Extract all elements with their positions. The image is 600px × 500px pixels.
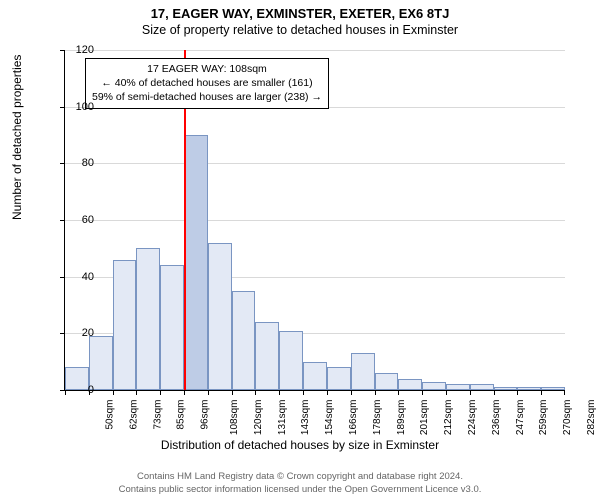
histogram-bar	[113, 260, 137, 390]
histogram-bar	[422, 382, 446, 391]
ytick-label: 60	[64, 214, 94, 226]
xtick-label: 247sqm	[515, 400, 526, 436]
ytick-label: 100	[64, 101, 94, 113]
y-axis-label: Number of detached properties	[10, 55, 24, 220]
xtick-mark	[232, 390, 233, 395]
xtick-label: 236sqm	[491, 400, 502, 436]
xtick-mark	[184, 390, 185, 395]
ytick-label: 0	[64, 384, 94, 396]
xtick-label: 154sqm	[324, 400, 335, 436]
grid-line	[65, 163, 565, 164]
xtick-mark	[208, 390, 209, 395]
xtick-mark	[470, 390, 471, 395]
xtick-label: 131sqm	[277, 400, 288, 436]
xtick-label: 166sqm	[348, 400, 359, 436]
xtick-label: 270sqm	[562, 400, 573, 436]
page-title: 17, EAGER WAY, EXMINSTER, EXETER, EX6 8T…	[0, 0, 600, 21]
histogram-bar	[208, 243, 232, 390]
xtick-mark	[136, 390, 137, 395]
histogram-bar	[541, 387, 565, 390]
xtick-label: 85sqm	[176, 400, 187, 430]
xtick-label: 282sqm	[586, 400, 597, 436]
histogram-bar	[160, 265, 184, 390]
xtick-mark	[446, 390, 447, 395]
xtick-label: 50sqm	[104, 400, 115, 430]
xtick-label: 108sqm	[229, 400, 240, 436]
histogram-bar	[351, 353, 375, 390]
histogram-bar	[375, 373, 399, 390]
histogram-bar	[232, 291, 256, 390]
xtick-label: 62sqm	[128, 400, 139, 430]
histogram-bar	[184, 135, 208, 390]
page-subtitle: Size of property relative to detached ho…	[0, 21, 600, 37]
xtick-label: 201sqm	[420, 400, 431, 436]
xtick-label: 120sqm	[253, 400, 264, 436]
ytick-label: 40	[64, 271, 94, 283]
info-box-line: 17 EAGER WAY: 108sqm	[92, 62, 322, 76]
grid-line	[65, 50, 565, 51]
xtick-label: 259sqm	[539, 400, 550, 436]
info-box-line: 59% of semi-detached houses are larger (…	[92, 90, 322, 104]
plot-area: 50sqm62sqm73sqm85sqm96sqm108sqm120sqm131…	[64, 50, 565, 391]
histogram-bar	[279, 331, 303, 391]
footer-attribution: Contains HM Land Registry data © Crown c…	[0, 471, 600, 496]
xtick-mark	[303, 390, 304, 395]
info-box-line: ← 40% of detached houses are smaller (16…	[92, 76, 322, 90]
xtick-mark	[327, 390, 328, 395]
xtick-mark	[113, 390, 114, 395]
xtick-mark	[422, 390, 423, 395]
footer-line-2: Contains public sector information licen…	[0, 484, 600, 496]
xtick-mark	[351, 390, 352, 395]
histogram-bar	[517, 387, 541, 390]
footer-line-1: Contains HM Land Registry data © Crown c…	[0, 471, 600, 483]
xtick-label: 143sqm	[300, 400, 311, 436]
histogram-bar	[303, 362, 327, 390]
ytick-label: 80	[64, 157, 94, 169]
grid-line	[65, 220, 565, 221]
ytick-label: 120	[64, 44, 94, 56]
histogram-bar	[470, 384, 494, 390]
x-axis-label: Distribution of detached houses by size …	[0, 438, 600, 452]
histogram-chart: 50sqm62sqm73sqm85sqm96sqm108sqm120sqm131…	[64, 50, 564, 390]
xtick-mark	[541, 390, 542, 395]
xtick-mark	[517, 390, 518, 395]
histogram-bar	[136, 248, 160, 390]
xtick-label: 73sqm	[152, 400, 163, 430]
histogram-bar	[398, 379, 422, 390]
xtick-label: 189sqm	[396, 400, 407, 436]
histogram-bar	[327, 367, 351, 390]
ytick-label: 20	[64, 327, 94, 339]
xtick-mark	[255, 390, 256, 395]
xtick-mark	[279, 390, 280, 395]
histogram-bar	[89, 336, 113, 390]
xtick-label: 224sqm	[467, 400, 478, 436]
histogram-bar	[494, 387, 518, 390]
xtick-mark	[160, 390, 161, 395]
xtick-mark	[564, 390, 565, 395]
xtick-mark	[375, 390, 376, 395]
xtick-label: 178sqm	[372, 400, 383, 436]
xtick-label: 96sqm	[200, 400, 211, 430]
xtick-mark	[398, 390, 399, 395]
xtick-label: 212sqm	[443, 400, 454, 436]
xtick-mark	[494, 390, 495, 395]
info-box: 17 EAGER WAY: 108sqm← 40% of detached ho…	[85, 58, 329, 109]
histogram-bar	[255, 322, 279, 390]
histogram-bar	[446, 384, 470, 390]
